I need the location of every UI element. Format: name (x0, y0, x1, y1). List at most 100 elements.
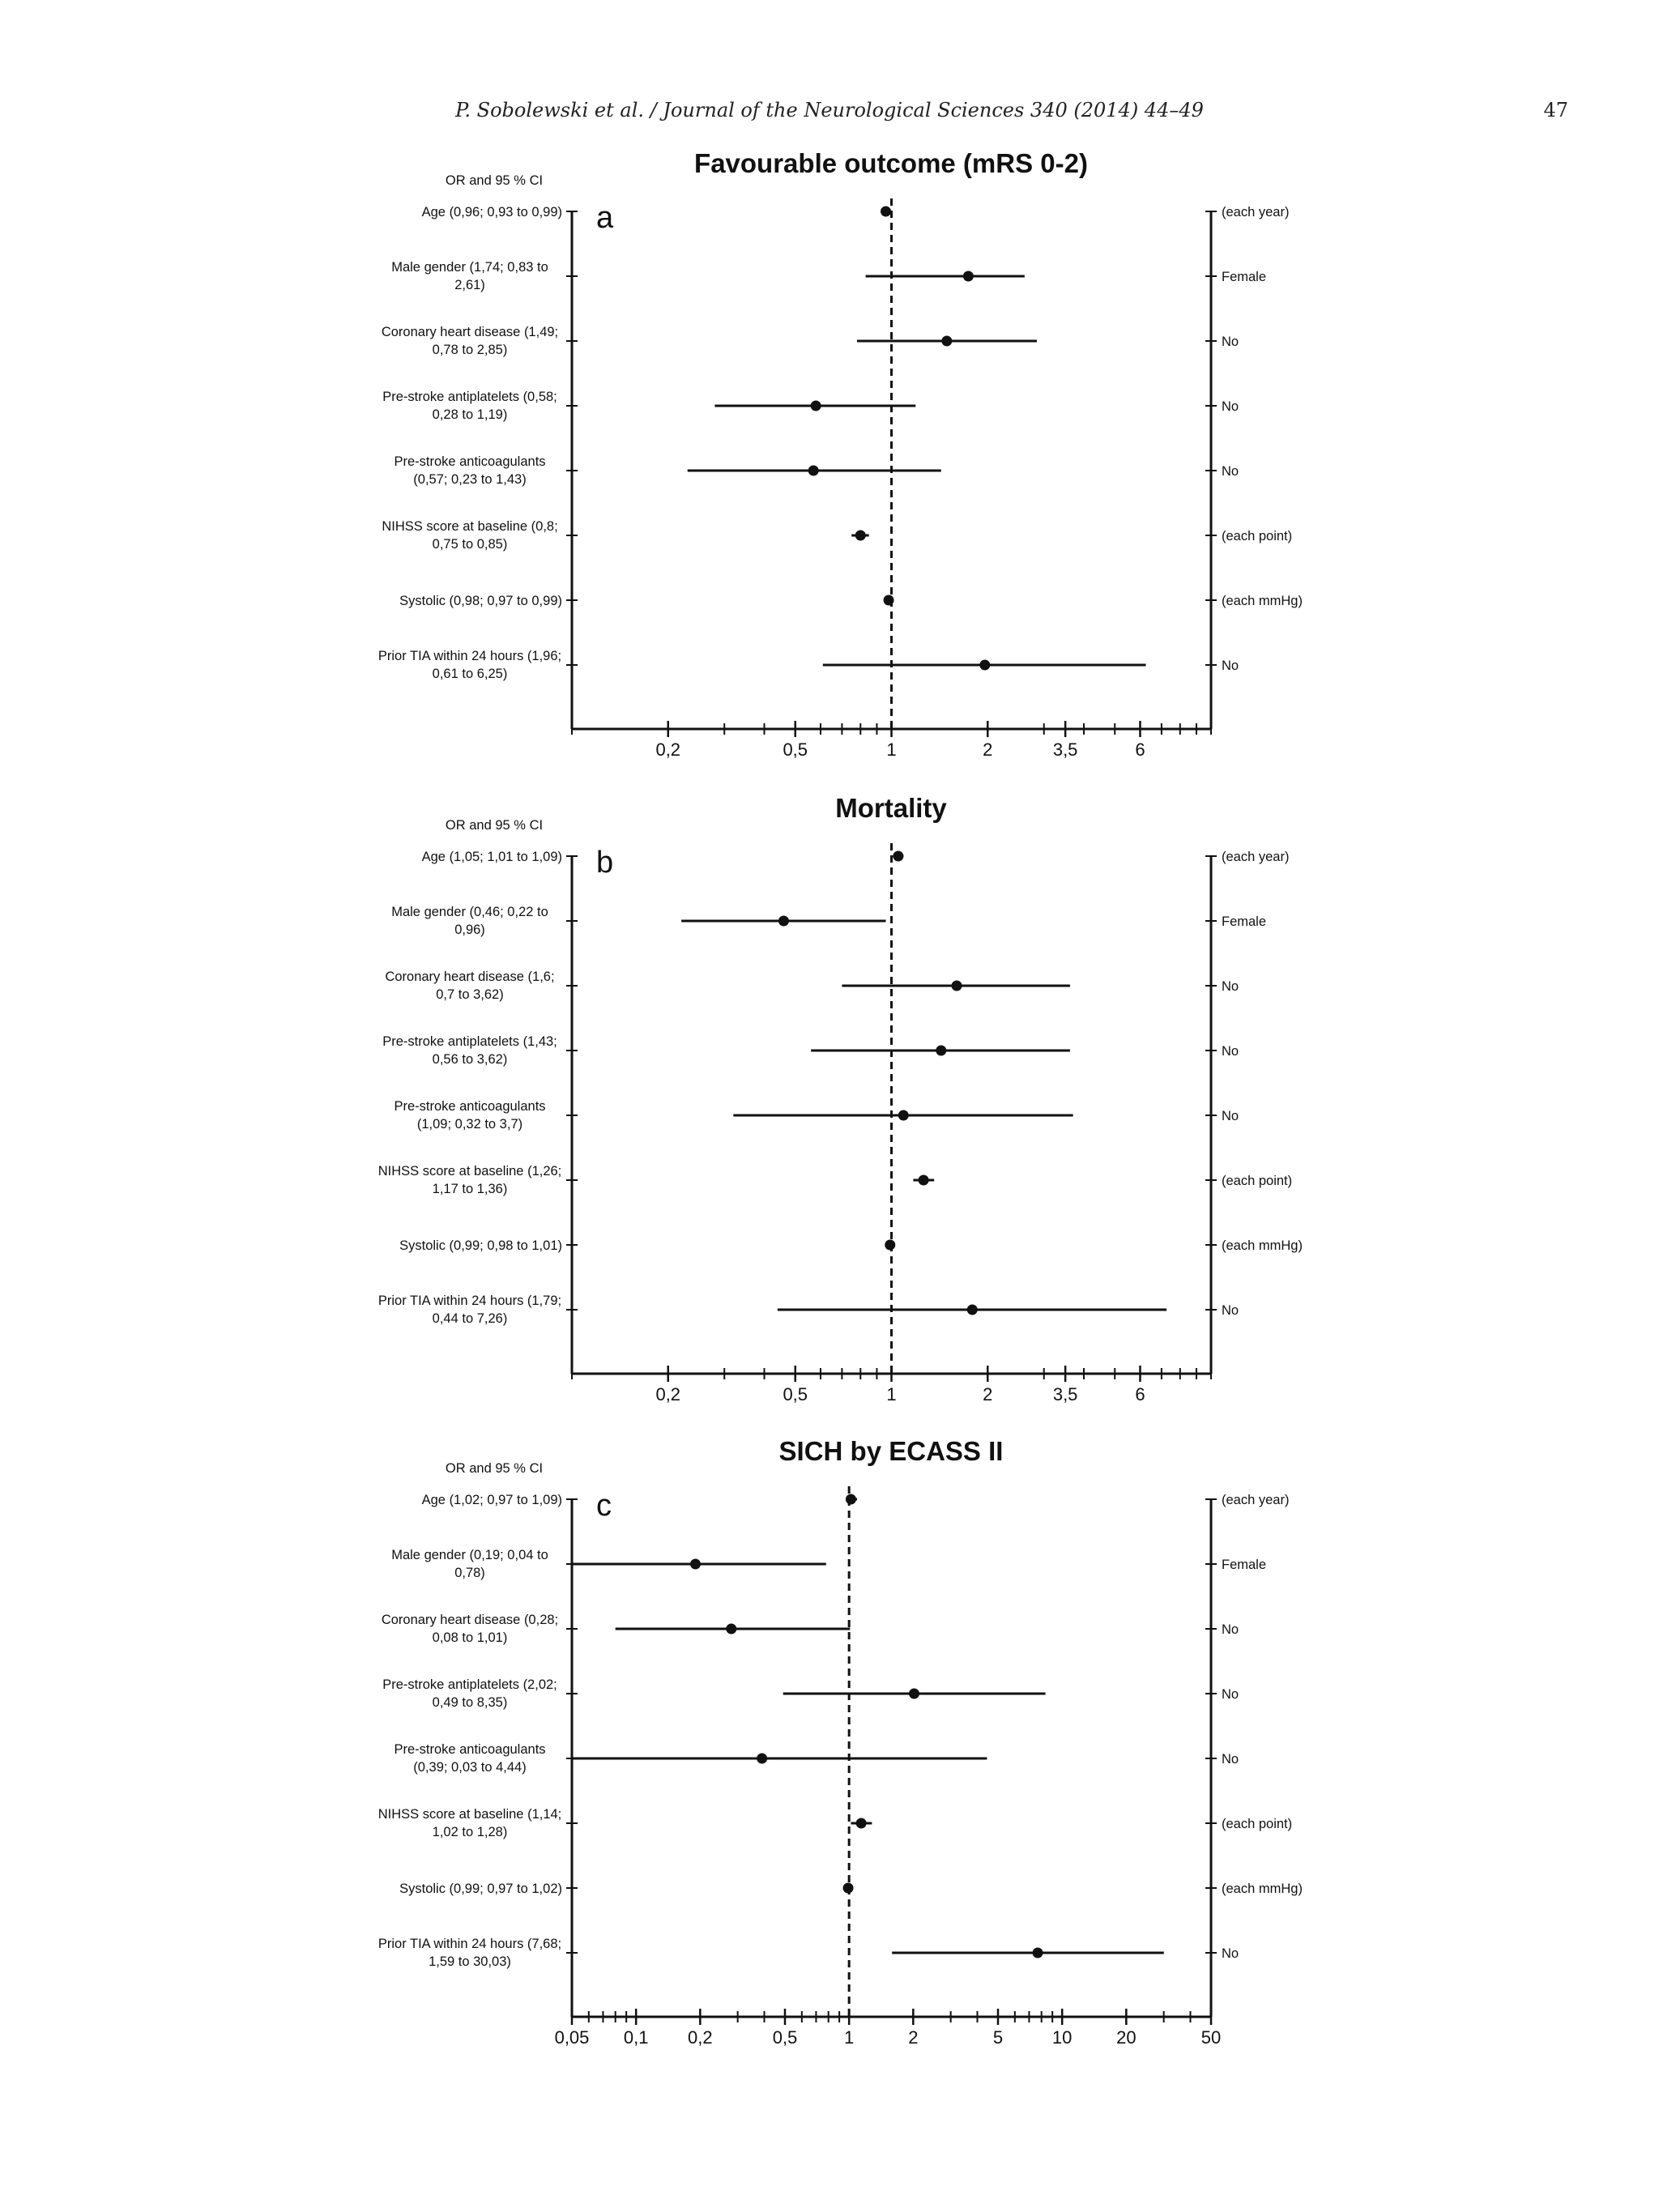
row-label: Systolic (0,99; 0,98 to 1,01) (399, 1238, 562, 1253)
odds-ratio-point (689, 1558, 701, 1570)
x-tick-label: 3,5 (1053, 739, 1078, 760)
reference-category: No (1222, 1044, 1239, 1059)
x-tick-label: 10 (1052, 2027, 1072, 2048)
x-tick-label: 3,5 (1053, 1384, 1078, 1404)
x-tick-label: 6 (1135, 739, 1145, 760)
row-label-line: Prior TIA within 24 hours (7,68; (378, 1937, 561, 1951)
row-label-line: 0,7 to 3,62) (436, 987, 503, 1002)
odds-ratio-point (898, 1110, 909, 1121)
x-tick-label: 2 (983, 739, 992, 760)
reference-category: No (1222, 1687, 1239, 1702)
x-tick-label: 1 (844, 2027, 854, 2048)
reference-category: (each mmHg) (1222, 594, 1303, 608)
x-tick-label: 1 (886, 739, 896, 760)
row-label: Age (1,05; 1,01 to 1,09) (422, 850, 562, 864)
row-label-line: 0,61 to 6,25) (433, 667, 508, 681)
reference-category: Female (1222, 1558, 1266, 1572)
row-label-line: Coronary heart disease (1,6; (385, 970, 554, 984)
row-label: Male gender (0,46; 0,22 to 0,96) (391, 905, 548, 937)
odds-ratio-point (962, 271, 974, 282)
reference-category: (each point) (1222, 1174, 1292, 1188)
row-label: Coronary heart disease (1,49; 0,78 to 2,8… (382, 325, 558, 357)
reference-category: No (1222, 1752, 1239, 1767)
row-label-line: 1,02 to 1,28) (433, 1825, 508, 1839)
row-label: Pre-stroke antiplatelets (0,58; 0,28 to 1… (382, 390, 557, 422)
x-tick-label: 2 (983, 1384, 992, 1404)
reference-category: No (1222, 1303, 1239, 1318)
x-tick-label: 5 (993, 2027, 1003, 2048)
row-label: Pre-stroke antiplatelets (1,43; 0,56 to 3… (382, 1034, 557, 1067)
odds-ratio-point (951, 980, 962, 991)
row-label: Coronary heart disease (0,28; 0,08 to 1,0… (382, 1613, 558, 1645)
row-label-line: (1,09; 0,32 to 3,7) (417, 1117, 522, 1132)
row-label-line: Male gender (1,74; 0,83 to (391, 260, 548, 275)
odds-ratio-point (885, 1239, 896, 1251)
x-tick-label: 6 (1135, 1384, 1145, 1404)
chart-title: SICH by ECASS II (779, 1436, 1004, 1466)
row-label-line: Pre-stroke antiplatelets (2,02; (382, 1677, 557, 1692)
row-label-line: NIHSS score at baseline (1,26; (378, 1164, 562, 1178)
row-label: Pre-stroke anticoagulants (0,39; 0,03 to … (394, 1742, 545, 1775)
reference-category: (each mmHg) (1222, 1238, 1303, 1253)
odds-ratio-point (908, 1688, 919, 1699)
panel-letter: c (596, 1489, 612, 1523)
row-label-line: 0,78) (454, 1566, 485, 1580)
row-label-line: Prior TIA within 24 hours (1,79; (378, 1294, 561, 1308)
odds-ratio-point (855, 1818, 867, 1829)
x-tick-label: 0,5 (783, 1384, 808, 1404)
odds-ratio-point (893, 850, 904, 862)
reference-category: (each year) (1222, 205, 1289, 219)
row-label: Prior TIA within 24 hours (1,79; 0,44 to … (378, 1294, 561, 1326)
row-label: Age (1,02; 0,97 to 1,09) (422, 1493, 562, 1507)
chart-title: Favourable outcome (mRS 0-2) (694, 148, 1088, 178)
row-label-line: Coronary heart disease (0,28; (382, 1613, 558, 1627)
x-tick-label: 0,2 (688, 2027, 713, 2048)
column-header: OR and 95 % CI (446, 818, 543, 833)
x-tick-label: 20 (1116, 2027, 1136, 2048)
row-label-line: Pre-stroke antiplatelets (1,43; (382, 1034, 557, 1049)
odds-ratio-point (936, 1045, 947, 1056)
row-label-line: 2,61) (454, 278, 485, 292)
reference-category: (each point) (1222, 529, 1292, 543)
row-label-line: Pre-stroke anticoagulants (394, 454, 545, 469)
odds-ratio-point (778, 915, 789, 927)
reference-category: (each year) (1222, 850, 1289, 864)
reference-category: (each point) (1222, 1817, 1292, 1831)
row-label-line: 0,44 to 7,26) (433, 1311, 508, 1326)
reference-category: No (1222, 1622, 1239, 1637)
row-label-line: Pre-stroke anticoagulants (394, 1742, 545, 1757)
panel-letter: b (596, 846, 613, 880)
forest-plot-sich: SICH by ECASS II OR and 95 % CI c 0,05 0,1 0,… (378, 1436, 1303, 2048)
odds-ratio-point (881, 206, 892, 217)
reference-category: No (1222, 464, 1239, 479)
forest-plot-favourable-outcome: Favourable outcome (mRS 0-2) OR and 95 % … (378, 148, 1303, 760)
odds-ratio-point (808, 465, 819, 476)
reference-category: (each mmHg) (1222, 1882, 1303, 1896)
row-label-line: NIHSS score at baseline (0,8; (382, 519, 557, 534)
row-label-line: 0,28 to 1,19) (433, 407, 508, 422)
x-tick-label: 0,5 (783, 739, 808, 760)
odds-ratio-point (918, 1174, 929, 1186)
row-label-line: 0,56 to 3,62) (433, 1052, 508, 1067)
reference-category: No (1222, 1109, 1239, 1123)
odds-ratio-point (941, 335, 953, 347)
row-label: Coronary heart disease (1,6; 0,7 to 3,62) (385, 970, 554, 1002)
odds-ratio-point (810, 400, 821, 411)
row-label-line: Pre-stroke antiplatelets (0,58; (382, 390, 557, 404)
x-tick-label: 0,1 (624, 2027, 649, 2048)
odds-ratio-point (845, 1494, 856, 1505)
row-label-line: NIHSS score at baseline (1,14; (378, 1807, 562, 1822)
row-label-line: 1,17 to 1,36) (433, 1182, 508, 1196)
row-label-line: 0,49 to 8,35) (433, 1695, 508, 1710)
odds-ratio-point (726, 1623, 737, 1634)
row-label-line: Pre-stroke anticoagulants (394, 1099, 545, 1114)
x-tick-label: 0,05 (555, 2027, 590, 2048)
row-label-line: (0,57; 0,23 to 1,43) (413, 472, 526, 487)
row-label-line: 0,75 to 0,85) (433, 537, 508, 552)
odds-ratio-point (883, 595, 894, 606)
odds-ratio-point (1032, 1947, 1043, 1958)
reference-category: (each year) (1222, 1493, 1289, 1507)
reference-category: No (1222, 658, 1239, 673)
reference-category: Female (1222, 270, 1266, 284)
odds-ratio-point (979, 659, 991, 671)
